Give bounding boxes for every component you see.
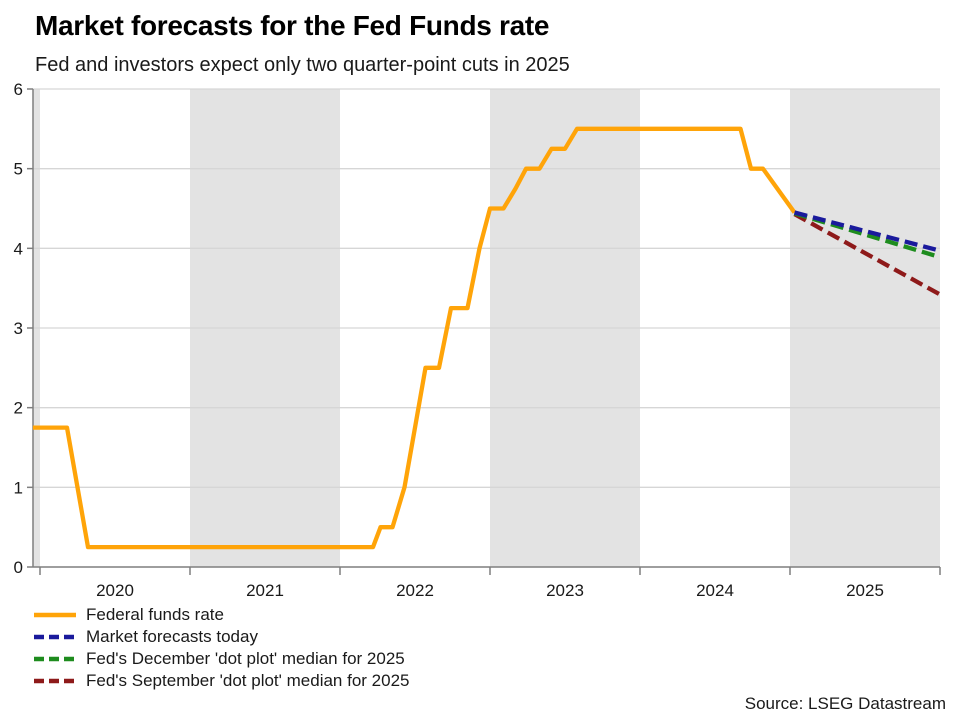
y-tick-label: 3 bbox=[14, 319, 23, 338]
x-tick-label: 2022 bbox=[396, 581, 434, 600]
legend-label: Fed's December 'dot plot' median for 202… bbox=[86, 649, 405, 668]
legend-label: Market forecasts today bbox=[86, 627, 258, 646]
source-attribution: Source: LSEG Datastream bbox=[744, 694, 946, 713]
legend-label: Federal funds rate bbox=[86, 605, 224, 624]
x-tick-label: 2020 bbox=[96, 581, 134, 600]
legend-swatch-dashed-line-icon bbox=[34, 678, 76, 684]
y-tick-label: 0 bbox=[14, 558, 23, 577]
legend-item-december-dot-plot: Fed's December 'dot plot' median for 202… bbox=[33, 649, 409, 668]
y-tick-label: 2 bbox=[14, 399, 23, 418]
chart-legend: Federal funds rate Market forecasts toda… bbox=[33, 605, 410, 690]
y-tick-label: 6 bbox=[14, 80, 23, 99]
x-tick-label: 2024 bbox=[696, 581, 734, 600]
legend-swatch-dashed-line-icon bbox=[34, 634, 76, 640]
legend-swatch-solid-line-icon bbox=[34, 612, 76, 618]
y-tick-label: 1 bbox=[14, 478, 23, 497]
legend-label: Fed's September 'dot plot' median for 20… bbox=[86, 671, 410, 690]
series-line-september-dot-plot bbox=[793, 212, 942, 297]
page-subtitle: Fed and investors expect only two quarte… bbox=[35, 54, 570, 76]
legend-item-market-forecasts-today: Market forecasts today bbox=[33, 627, 409, 646]
legend-item-september-dot-plot: Fed's September 'dot plot' median for 20… bbox=[33, 671, 410, 690]
series-line-market-forecasts bbox=[793, 210, 941, 253]
page-title: Market forecasts for the Fed Funds rate bbox=[35, 10, 550, 41]
legend-item-federal-funds-rate: Federal funds rate bbox=[33, 605, 409, 624]
legend-swatch-dashed-line-icon bbox=[34, 656, 76, 662]
x-tick-label: 2021 bbox=[246, 581, 284, 600]
fed-funds-chart-canvas: 0 1 2 3 4 5 6 2020 2021 2022 2023 2024 2025 bbox=[14, 80, 942, 600]
x-tick-label: 2023 bbox=[546, 581, 584, 600]
y-tick-label: 5 bbox=[14, 160, 23, 179]
y-tick-label: 4 bbox=[14, 239, 23, 258]
x-tick-label: 2025 bbox=[846, 581, 884, 600]
series-line-federal-funds-rate bbox=[32, 126, 797, 550]
